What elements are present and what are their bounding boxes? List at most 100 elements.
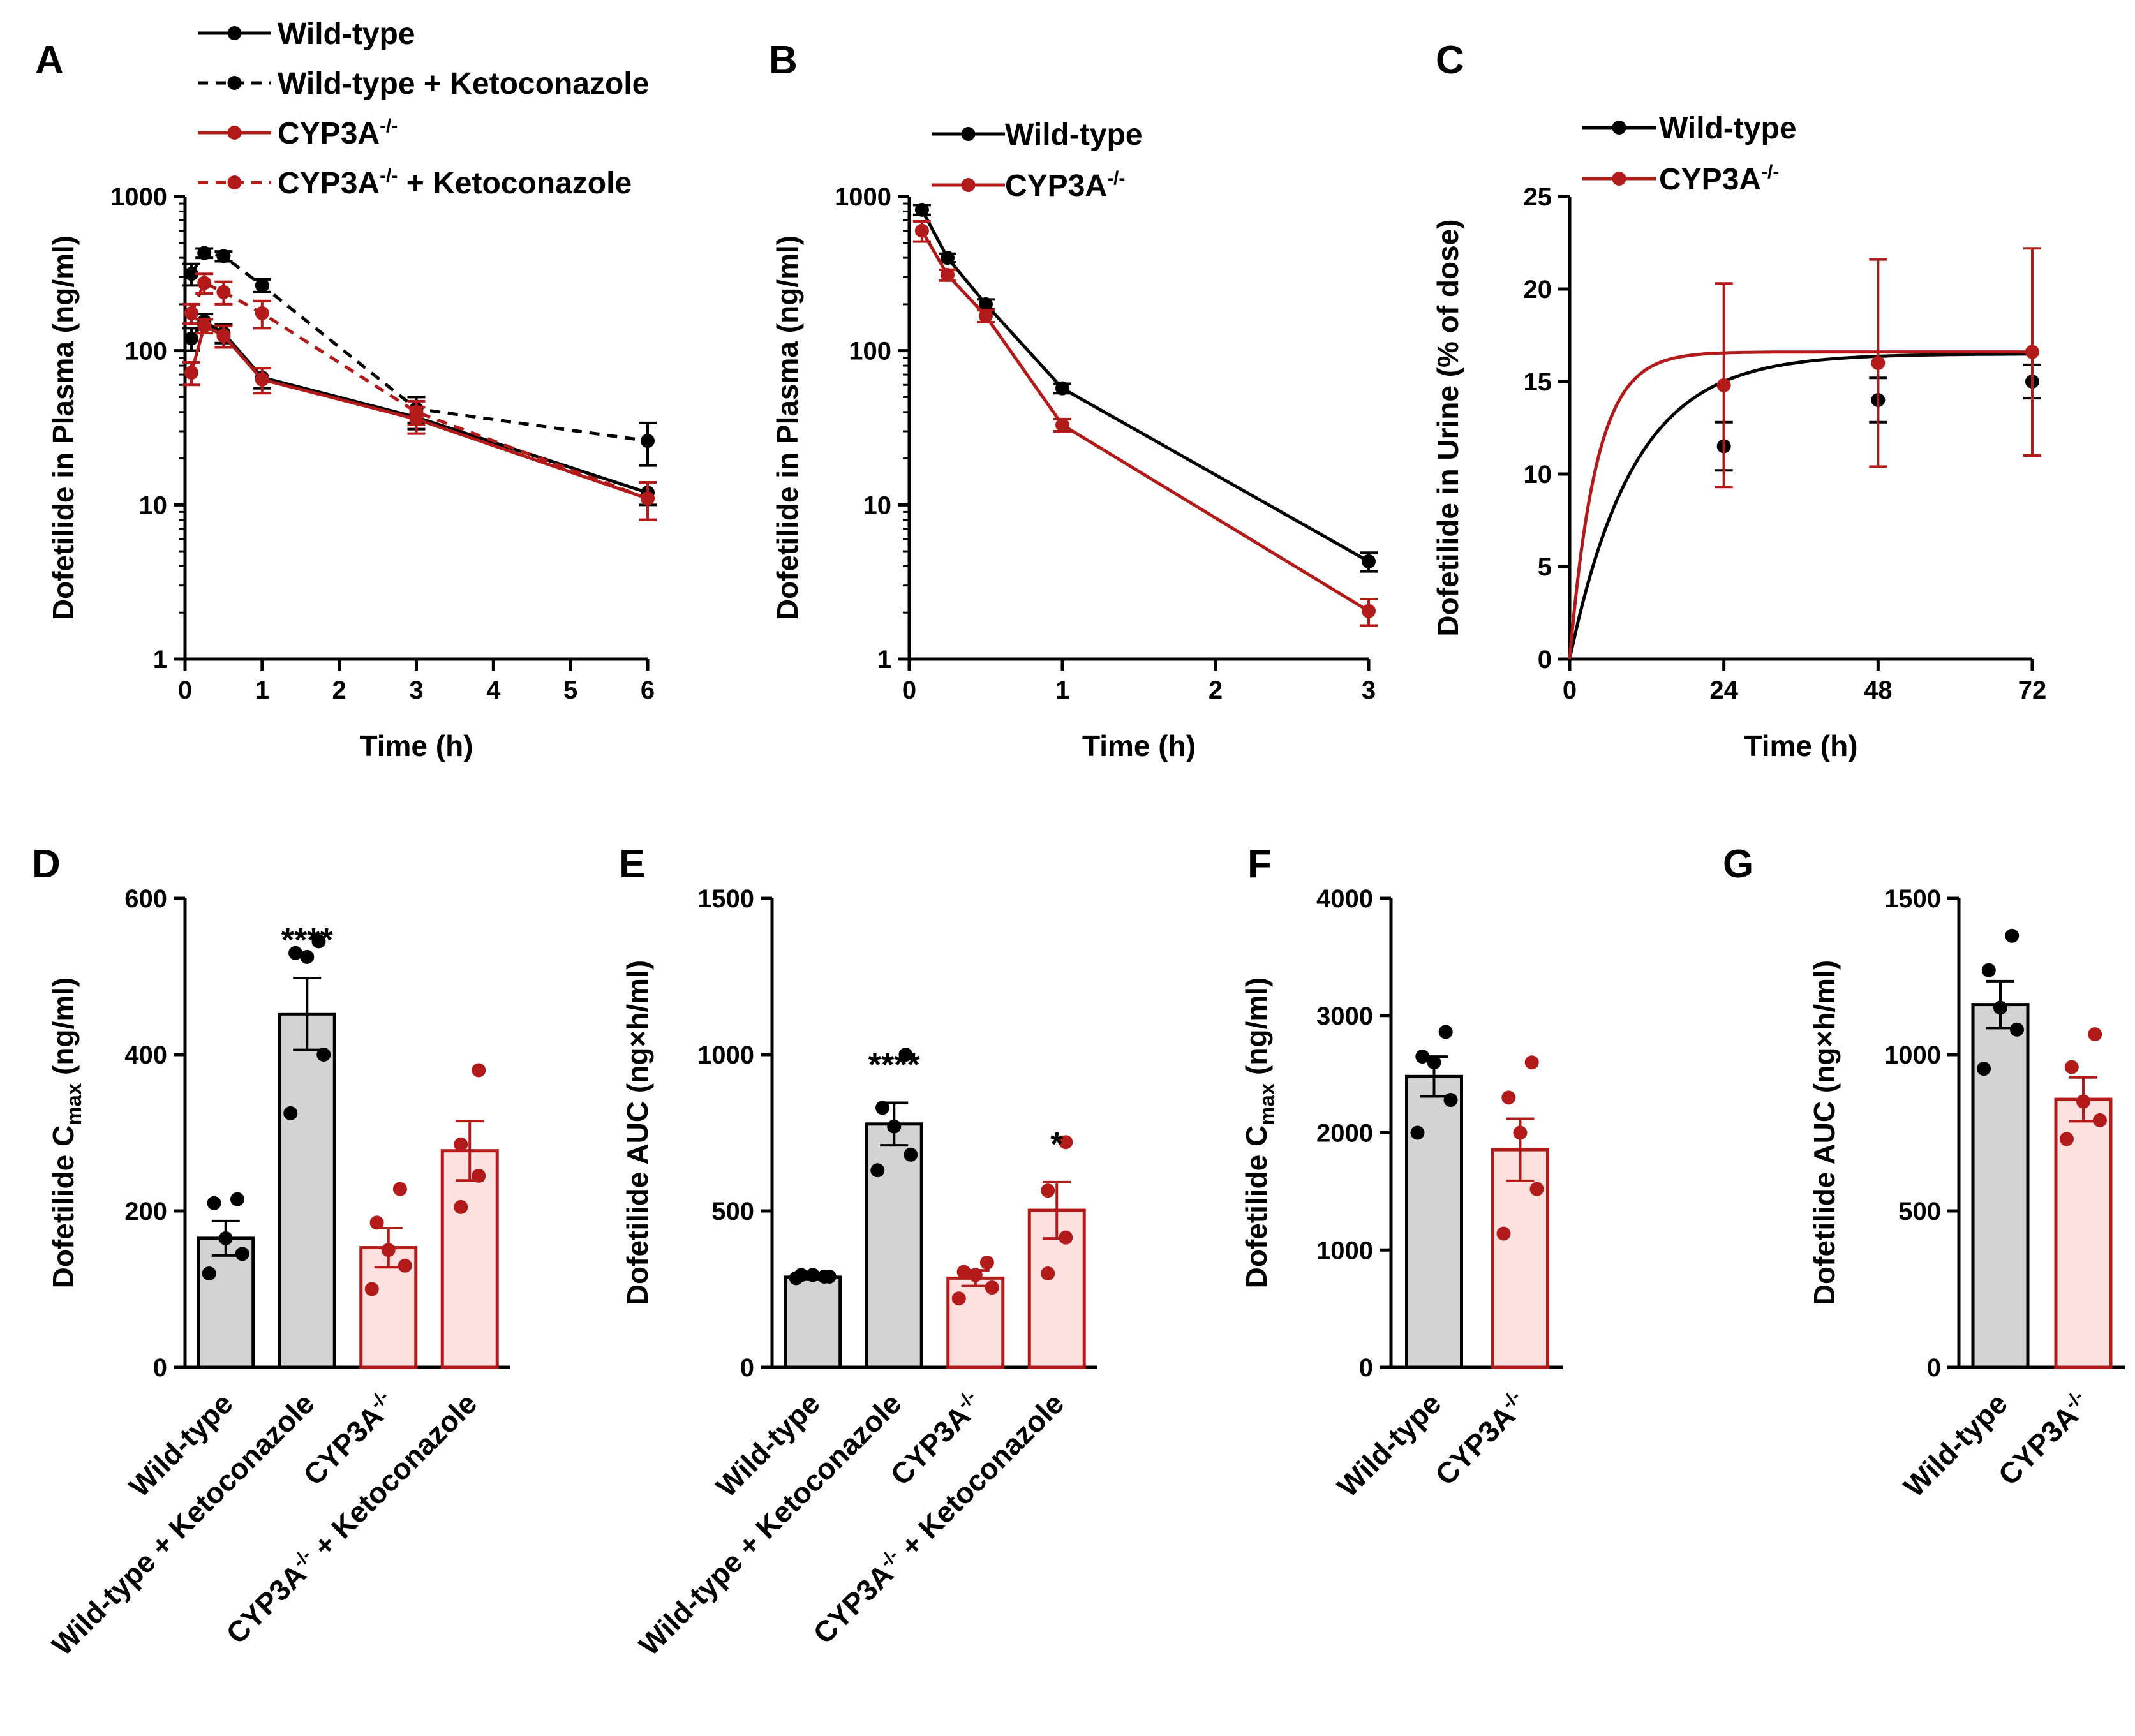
data-point xyxy=(904,1147,918,1162)
x-tick-label: 2 xyxy=(1209,676,1223,704)
data-point xyxy=(381,1243,396,1257)
panel-label: A xyxy=(35,38,64,82)
y-tick-label: 1000 xyxy=(697,1041,754,1069)
data-point xyxy=(1055,381,1069,396)
significance-label: **** xyxy=(281,922,334,959)
data-point xyxy=(2025,345,2039,359)
legend-swatch-dot xyxy=(227,126,242,140)
x-tick-label: 5 xyxy=(563,676,577,704)
data-point xyxy=(472,1168,486,1183)
bar-group-1: ****Wild-type + Ketoconazole xyxy=(45,922,336,1662)
data-point xyxy=(1041,1183,1055,1198)
legend-label: Wild-type xyxy=(278,17,415,51)
y-axis-label: Dofetilide in Plasma (ng/ml) xyxy=(771,235,804,620)
data-point xyxy=(1513,1125,1528,1140)
legend: Wild-type CYP3A-/- xyxy=(1582,112,1797,197)
y-tick-label: 600 xyxy=(124,885,167,913)
data-point xyxy=(398,1258,412,1273)
series-line xyxy=(920,230,1370,612)
legend: Wild-type Wild-type + Ketoconazole CYP3A-/… xyxy=(198,17,649,200)
data-point xyxy=(1415,1050,1430,1064)
data-point xyxy=(1059,1230,1073,1245)
y-tick-label: 1500 xyxy=(1884,885,1941,913)
y-axis-label: Dofetilide Cmax (ng/ml) xyxy=(1240,977,1279,1289)
data-point xyxy=(794,1268,808,1282)
bar xyxy=(1971,1003,2030,1369)
y-tick-label: 0 xyxy=(1927,1354,1941,1382)
y-tick-label: 0 xyxy=(1359,1354,1373,1382)
bar xyxy=(784,1275,842,1369)
data-point xyxy=(1041,1266,1055,1280)
y-tick-label: 400 xyxy=(124,1041,167,1069)
y-tick-label: 10 xyxy=(1524,461,1552,489)
data-point xyxy=(1438,1025,1453,1039)
data-point xyxy=(1427,1055,1441,1070)
series-1 xyxy=(1568,247,2041,660)
x-axis-label: Time (h) xyxy=(359,729,473,762)
data-point xyxy=(392,1182,407,1196)
y-tick-label: 0 xyxy=(1538,646,1552,674)
fit-curve xyxy=(1568,352,2032,660)
significance-label: * xyxy=(1050,1126,1064,1163)
series-1 xyxy=(912,219,1378,627)
y-tick-label: 500 xyxy=(711,1198,754,1226)
y-tick-label: 200 xyxy=(124,1198,167,1226)
data-point xyxy=(197,276,212,290)
data-point xyxy=(202,1266,216,1280)
legend: Wild-type CYP3A-/- xyxy=(932,118,1143,203)
x-tick-label: 1 xyxy=(1055,676,1069,704)
x-axis-label: Time (h) xyxy=(1744,729,1857,762)
data-point xyxy=(1977,1062,1991,1076)
data-point xyxy=(941,267,955,282)
y-tick-label: 500 xyxy=(1898,1198,1941,1226)
data-point xyxy=(184,366,199,380)
category-label: CYP3A-/- xyxy=(1991,1386,2097,1492)
data-point xyxy=(472,1063,486,1078)
series-1 xyxy=(182,246,657,467)
bar xyxy=(440,1149,499,1369)
x-axis-label: Time (h) xyxy=(1082,729,1196,762)
bar-group-3: CYP3A-/- + Ketoconazole xyxy=(219,1063,499,1650)
panel-label: D xyxy=(32,842,61,886)
data-point xyxy=(898,1048,913,1062)
data-point xyxy=(914,202,929,217)
data-point xyxy=(454,1137,468,1152)
data-point xyxy=(2076,1094,2090,1109)
data-point xyxy=(985,1280,999,1295)
bar xyxy=(1405,1074,1463,1369)
data-point xyxy=(2093,1113,2107,1127)
data-point xyxy=(1871,356,1886,370)
y-tick-label: 4000 xyxy=(1316,885,1373,913)
y-tick-label: 3000 xyxy=(1316,1002,1373,1030)
y-axis-label: Dofetilide Cmax (ng/ml) xyxy=(47,977,86,1289)
bar xyxy=(278,1012,336,1369)
data-point xyxy=(979,1255,994,1270)
data-point xyxy=(1410,1125,1425,1140)
y-tick-label: 25 xyxy=(1524,183,1552,211)
y-tick-label: 5 xyxy=(1538,553,1552,581)
data-point xyxy=(197,318,212,333)
data-point xyxy=(369,1215,384,1230)
x-tick-label: 3 xyxy=(1362,676,1376,704)
legend-label: CYP3A-/- xyxy=(278,115,398,151)
legend-swatch-dot xyxy=(961,178,976,192)
y-tick-label: 100 xyxy=(849,338,891,366)
data-point xyxy=(1059,1135,1073,1150)
x-tick-label: 3 xyxy=(409,676,423,704)
data-point xyxy=(1443,1093,1458,1108)
y-tick-label: 1 xyxy=(153,646,167,674)
panel-label: B xyxy=(769,38,798,82)
data-point xyxy=(1981,963,1996,977)
data-point xyxy=(255,278,269,293)
fit-curve xyxy=(1568,350,2032,660)
x-tick-label: 6 xyxy=(641,676,655,704)
data-point xyxy=(216,249,231,263)
x-tick-label: 0 xyxy=(1563,676,1577,704)
data-point xyxy=(255,372,269,387)
data-point xyxy=(216,329,231,343)
y-axis-label: Dofetilide AUC (ng×h/ml) xyxy=(621,960,654,1305)
